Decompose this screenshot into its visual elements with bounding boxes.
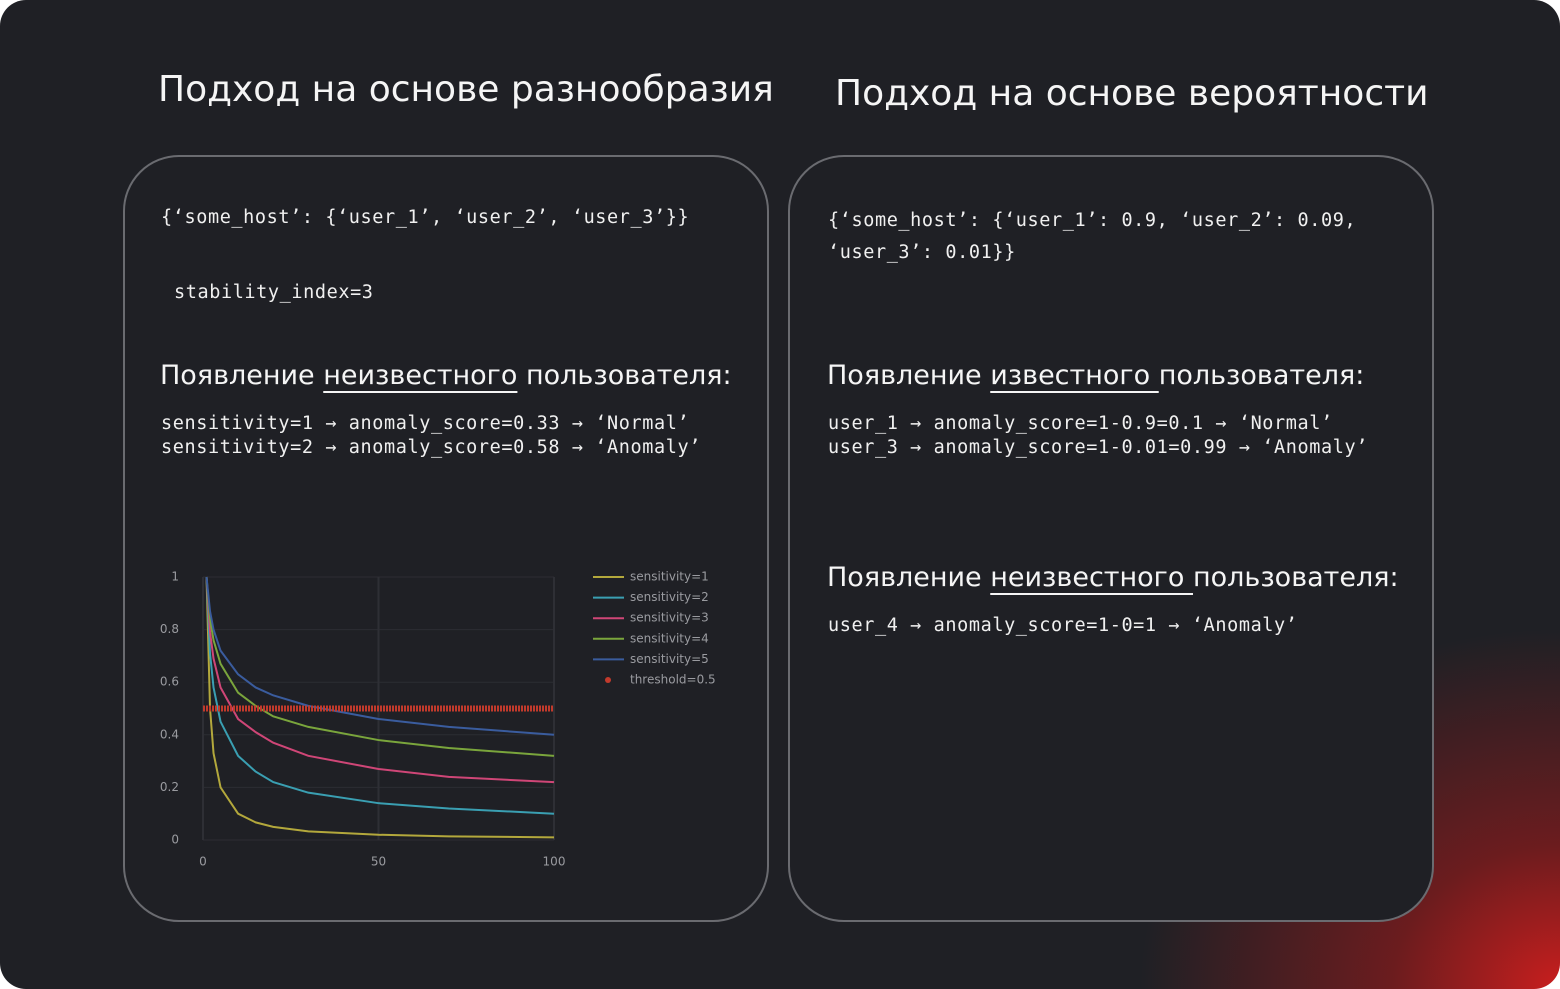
code: user_4 → anomaly_score=1-0=1 → ‘Anomaly’: [828, 615, 1298, 636]
heading-underlined: известного: [990, 360, 1159, 391]
left-title: Подход на основе разнообразия: [158, 69, 774, 110]
heading-text: Появление: [827, 360, 991, 391]
legend-swatch: [605, 677, 611, 683]
y-tick-label: 0.6: [160, 675, 179, 689]
heading-text: Появление: [160, 360, 324, 391]
heading: Появление неизвестного пользователя:: [160, 360, 732, 392]
code: {‘some_host’: {‘user_1’, ‘user_2’, ‘user…: [161, 207, 690, 228]
series-line: [205, 576, 555, 815]
right-title: Подход на основе вероятности: [835, 73, 1429, 114]
code: ‘user_3’: 0.01}}: [828, 242, 1016, 263]
y-tick-label: 1: [171, 570, 179, 584]
heading-text: Появление: [827, 562, 991, 593]
series-line: [205, 576, 555, 784]
code: stability_index=3: [174, 282, 374, 303]
series-line: [205, 576, 555, 736]
code: sensitivity=2 → anomaly_score=0.58 → ‘An…: [161, 437, 701, 458]
series-line: [205, 576, 555, 839]
x-tick-label: 0: [199, 855, 207, 869]
y-tick-label: 0.4: [160, 727, 179, 741]
legend-label: threshold=0.5: [630, 673, 716, 687]
series-line: [205, 576, 555, 757]
x-tick-label: 100: [543, 855, 566, 869]
heading-underlined: неизвестного: [990, 562, 1193, 593]
code: {‘some_host’: {‘user_1’: 0.9, ‘user_2’: …: [828, 210, 1357, 231]
heading-text: пользователя:: [1158, 360, 1365, 391]
heading-underlined: неизвестного: [323, 360, 518, 391]
legend-label: sensitivity=2: [630, 590, 709, 604]
heading: Появление известного пользователя:: [827, 360, 1364, 392]
x-tick-label: 50: [371, 855, 386, 869]
heading-text: пользователя:: [1192, 562, 1399, 593]
heading: Появление неизвестного пользователя:: [827, 562, 1399, 594]
chart: 0 0.2 0.4 0.6 0.8 1 0 50 100 sensitivity=1 sensiti…: [160, 570, 716, 869]
legend-label: sensitivity=4: [630, 631, 709, 645]
code: user_3 → anomaly_score=1-0.01=0.99 → ‘An…: [828, 437, 1368, 458]
heading-text: пользователя:: [517, 360, 732, 391]
legend-label: sensitivity=1: [630, 570, 709, 584]
legend-label: sensitivity=5: [630, 652, 709, 666]
code: sensitivity=1 → anomaly_score=0.33 → ‘No…: [161, 413, 690, 434]
code: user_1 → anomaly_score=1-0.9=0.1 → ‘Norm…: [828, 413, 1333, 434]
y-tick-label: 0.8: [160, 622, 179, 636]
legend-label: sensitivity=3: [630, 611, 709, 625]
right-panel: [788, 155, 1434, 922]
left-panel: [123, 155, 769, 922]
y-tick-label: 0: [171, 833, 179, 847]
y-tick-label: 0.2: [160, 780, 179, 794]
